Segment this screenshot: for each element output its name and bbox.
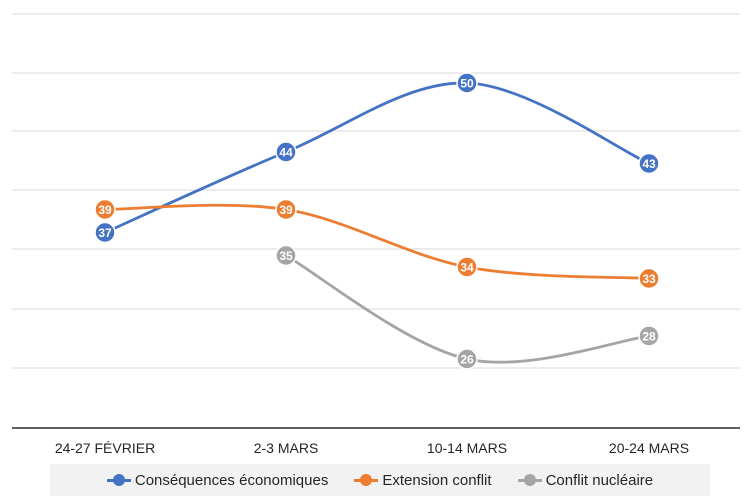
series-line	[103, 81, 651, 234]
data-label: 50	[460, 77, 474, 91]
data-label: 34	[460, 261, 474, 275]
data-label: 37	[98, 226, 112, 240]
legend-marker-icon	[517, 474, 542, 486]
data-point	[456, 72, 478, 94]
legend-label: Conséquences économiques	[134, 471, 329, 489]
series-lines	[103, 81, 651, 364]
data-point	[638, 267, 660, 290]
data-point	[456, 256, 478, 278]
x-tick-label: 2-3 MARS	[254, 440, 319, 456]
data-point	[94, 221, 116, 244]
data-point	[275, 244, 297, 267]
legend-marker-icon	[354, 474, 379, 486]
x-axis-labels: 24-27 FÉVRIER 2-3 MARS 10-14 MARS 20-24 MAR…	[55, 440, 689, 456]
series-line	[103, 203, 651, 280]
legend: Conséquences économiques Extension confli…	[50, 464, 710, 496]
x-tick-label: 20-24 MARS	[609, 440, 689, 456]
legend-item: Extension conflit	[354, 471, 492, 489]
data-label: 33	[642, 272, 656, 286]
data-point	[638, 325, 660, 347]
data-label: 43	[642, 157, 656, 171]
data-point	[94, 198, 116, 221]
data-label: 39	[279, 203, 293, 217]
legend-marker-icon	[106, 474, 131, 486]
series-points: 37 44 50 43 39 39 34 33 35 26 28	[94, 72, 660, 370]
legend-item: Conflit nucléaire	[517, 471, 654, 489]
line-chart: 24-27 FÉVRIER 2-3 MARS 10-14 MARS 20-24 MAR…	[12, 13, 740, 456]
data-point	[275, 141, 297, 163]
legend-item: Conséquences économiques	[106, 471, 329, 489]
data-label: 28	[642, 330, 656, 344]
data-point	[275, 198, 297, 221]
x-tick-label: 24-27 FÉVRIER	[55, 440, 155, 456]
data-point	[456, 348, 478, 370]
x-tick-label: 10-14 MARS	[427, 440, 507, 456]
data-label: 44	[279, 146, 293, 160]
legend-label: Conflit nucléaire	[545, 471, 654, 489]
legend-label: Extension conflit	[382, 471, 492, 489]
gridlines	[12, 13, 740, 429]
data-point	[638, 152, 660, 175]
data-label: 39	[98, 203, 112, 217]
data-label: 35	[279, 249, 293, 263]
data-label: 26	[460, 353, 474, 367]
